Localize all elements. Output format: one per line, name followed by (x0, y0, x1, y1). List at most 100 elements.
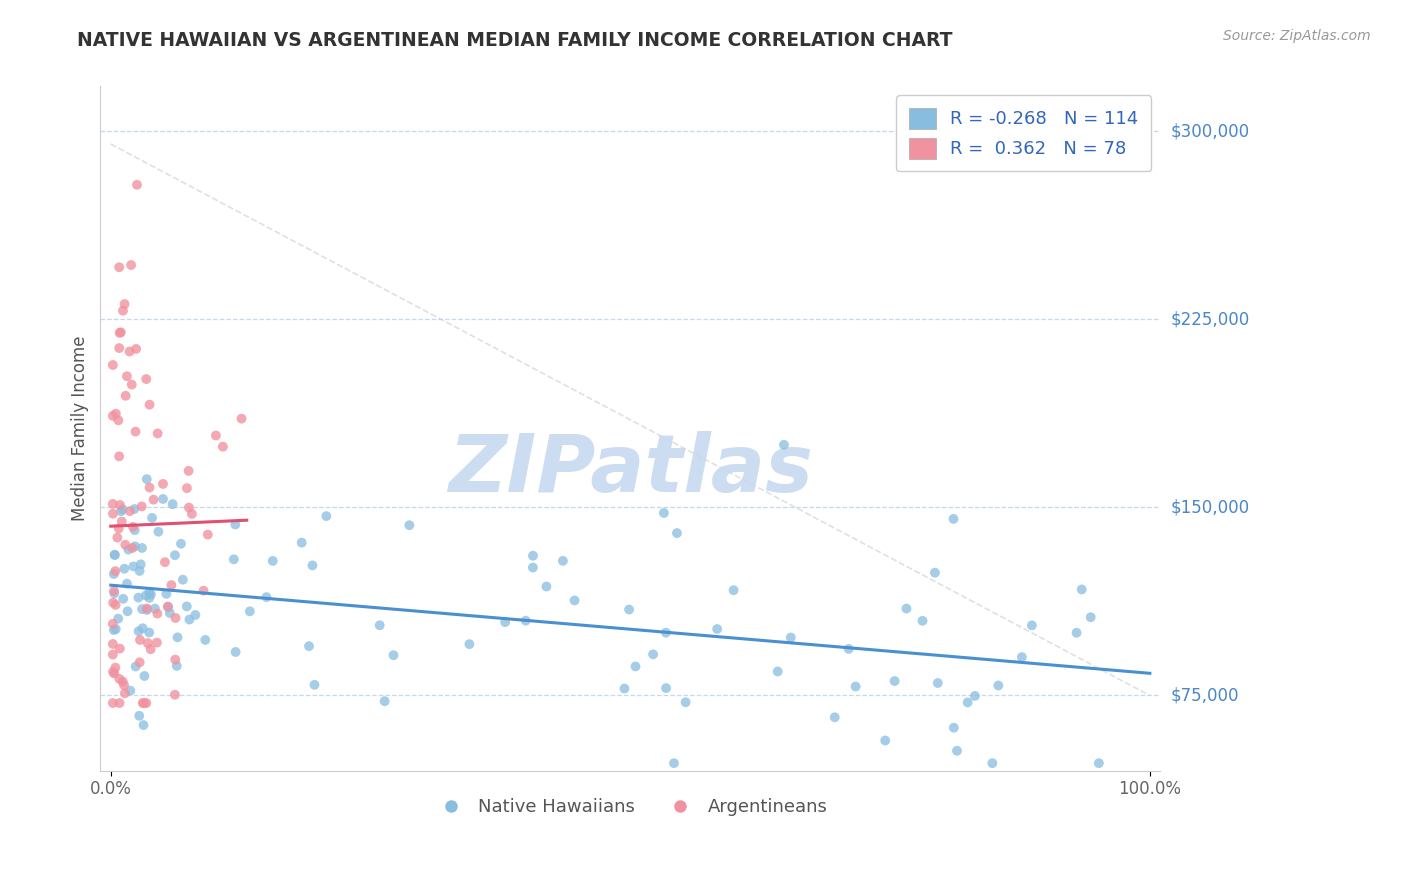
Point (163, 548, 186, 562)
Point (1080, 610, 1102, 624)
Point (112, 678, 135, 692)
Point (122, 520, 145, 534)
Point (315, 509, 337, 524)
Point (128, 655, 150, 669)
Point (117, 542, 139, 557)
Point (114, 538, 136, 552)
Point (224, 517, 246, 532)
Point (101, 648, 124, 662)
Point (103, 584, 125, 599)
Point (665, 526, 688, 541)
Point (135, 372, 157, 386)
Point (115, 576, 138, 591)
Point (963, 689, 986, 703)
Point (1088, 756, 1111, 771)
Text: Source: ZipAtlas.com: Source: ZipAtlas.com (1223, 29, 1371, 43)
Point (101, 409, 124, 423)
Point (104, 622, 127, 636)
Point (128, 624, 150, 639)
Point (179, 613, 201, 627)
Point (108, 326, 131, 340)
Point (103, 666, 125, 681)
Point (111, 515, 134, 529)
Point (942, 721, 965, 735)
Point (135, 589, 157, 603)
Point (172, 573, 194, 587)
Point (662, 756, 685, 771)
Point (166, 631, 188, 645)
Point (165, 652, 187, 666)
Point (143, 601, 166, 615)
Point (103, 567, 125, 582)
Point (184, 607, 207, 622)
Point (138, 591, 160, 605)
Point (138, 481, 160, 495)
Point (101, 358, 124, 372)
Point (104, 598, 127, 612)
Point (131, 621, 153, 635)
Point (139, 587, 162, 601)
Point (157, 600, 180, 615)
Point (103, 586, 125, 600)
Point (298, 639, 321, 653)
Point (103, 596, 125, 610)
Point (148, 524, 170, 539)
Point (706, 622, 728, 636)
Point (624, 659, 647, 673)
Point (1066, 625, 1088, 640)
Point (883, 674, 905, 689)
Point (139, 642, 162, 657)
Point (110, 504, 132, 518)
Point (1011, 650, 1033, 665)
Point (103, 623, 125, 637)
Point (120, 683, 142, 698)
Point (118, 504, 141, 518)
Point (101, 507, 124, 521)
Text: $150,000: $150,000 (1171, 499, 1250, 516)
Point (205, 428, 228, 442)
Point (194, 632, 217, 647)
Point (845, 680, 868, 694)
Point (124, 659, 146, 673)
Point (225, 645, 247, 659)
Point (104, 548, 127, 562)
Point (176, 481, 198, 495)
Point (946, 744, 969, 758)
Point (121, 377, 143, 392)
Point (779, 631, 801, 645)
Point (262, 554, 284, 568)
Point (135, 601, 157, 615)
Y-axis label: Median Family Income: Median Family Income (72, 335, 89, 521)
Point (128, 708, 150, 723)
Point (1070, 582, 1092, 597)
Point (291, 535, 314, 549)
Point (655, 681, 678, 695)
Point (108, 641, 131, 656)
Point (838, 641, 860, 656)
Point (141, 511, 163, 525)
Point (458, 637, 481, 651)
Point (118, 344, 141, 359)
Point (165, 611, 187, 625)
Point (142, 492, 165, 507)
Point (193, 583, 215, 598)
Point (643, 648, 665, 662)
Point (374, 694, 396, 708)
Point (107, 612, 129, 626)
Point (111, 674, 134, 689)
Point (125, 178, 148, 192)
Point (138, 398, 160, 412)
Point (121, 541, 143, 555)
Point (368, 618, 391, 632)
Point (536, 580, 558, 594)
Legend: Native Hawaiians, Argentineans: Native Hawaiians, Argentineans (426, 791, 835, 823)
Point (131, 500, 153, 514)
Point (110, 326, 132, 340)
Point (256, 590, 278, 604)
Point (924, 566, 946, 580)
Point (101, 665, 124, 679)
Point (124, 502, 146, 516)
Point (987, 678, 1010, 692)
Point (398, 518, 420, 533)
Point (124, 539, 146, 553)
